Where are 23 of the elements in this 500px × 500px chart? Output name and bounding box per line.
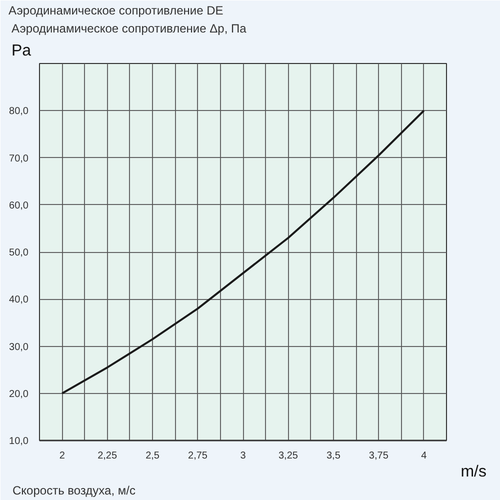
text: m/s (460, 464, 487, 480)
x-tick-label: 2,75 (188, 450, 208, 462)
y-tick-label: 30,0 (9, 342, 29, 353)
x-tick-label: 2,25 (98, 450, 118, 462)
x-tick-label: 3,75 (368, 450, 389, 462)
y-axis-title: Pa (12, 42, 32, 60)
y-tick-label: 50,0 (9, 248, 29, 258)
chart-subtitle: Аэродинамическое сопротивление Δр, Па (12, 22, 247, 36)
x-tick-label: 2 (59, 450, 66, 462)
line-series (61, 110, 425, 394)
x-axis-title: Скорость воздуха, м/с (12, 484, 136, 498)
y-tick-label: 40,0 (9, 294, 29, 306)
x-tick-label: 3,25 (278, 450, 298, 462)
y-tick-label: 10,0 (9, 436, 29, 447)
x-tick-label: 3 (240, 450, 246, 462)
x-tick-label: 2,5 (146, 450, 160, 462)
y-tick-label: 20,0 (9, 388, 29, 400)
chart-title: Аэродинамическое сопротивление DE (8, 4, 224, 18)
x-tick-label: 3,5 (326, 450, 341, 462)
y-tick-label: 60,0 (9, 200, 29, 212)
x-tick-label: 4 (421, 450, 428, 462)
y-tick-label: 80,0 (9, 106, 29, 118)
y-tick-label: 70,0 (9, 153, 29, 164)
